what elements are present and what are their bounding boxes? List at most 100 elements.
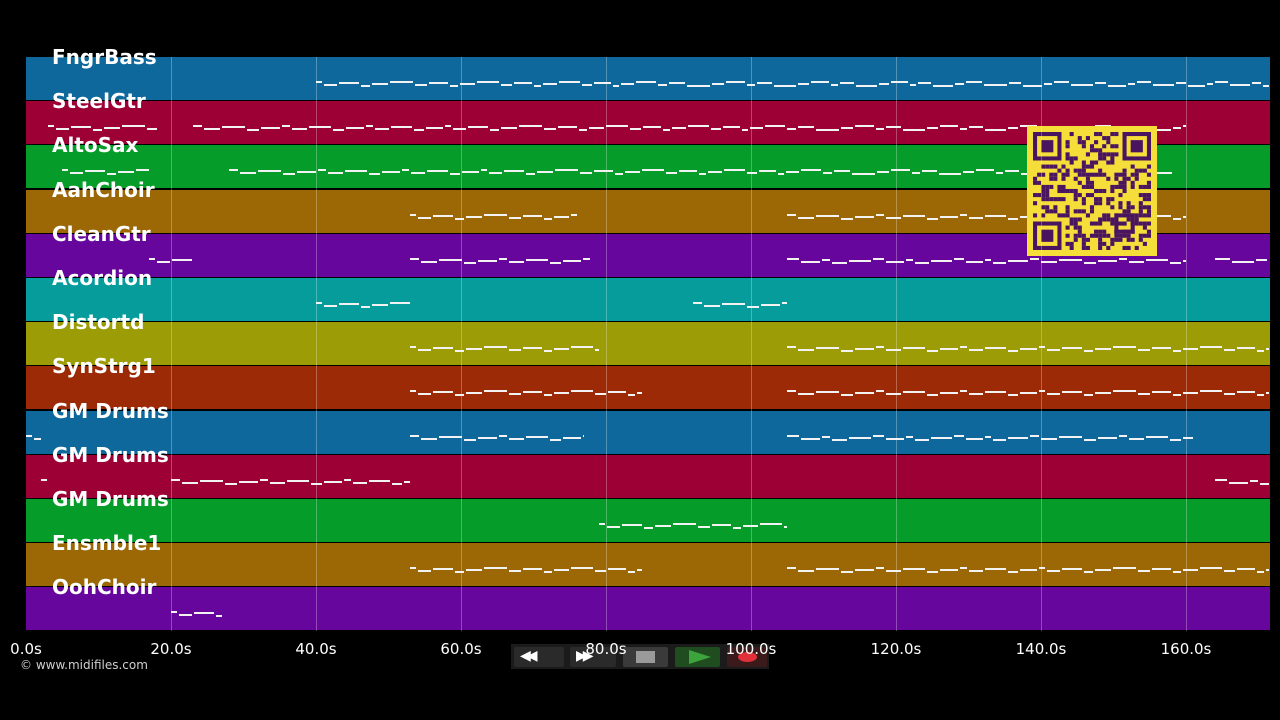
midi-note (523, 391, 543, 394)
midi-note (557, 126, 577, 129)
midi-note (433, 391, 454, 394)
time-tick-label: 160.0s (1160, 640, 1212, 658)
midi-note (969, 216, 984, 219)
midi-note (927, 571, 939, 574)
midi-note (345, 170, 367, 173)
midi-note (415, 84, 427, 86)
midi-note (477, 81, 499, 83)
track-lane[interactable] (26, 454, 1270, 499)
midi-note (927, 217, 939, 220)
time-tick-label: 100.0s (725, 640, 777, 658)
midi-note (816, 391, 840, 394)
midi-note (613, 85, 619, 87)
midi-note (464, 438, 477, 441)
midi-note (425, 127, 443, 130)
track-lane[interactable] (26, 410, 1270, 455)
midi-note (742, 525, 758, 527)
midi-note (1176, 82, 1186, 84)
grid-line (461, 57, 462, 631)
track-lane[interactable] (26, 366, 1270, 411)
midi-note (339, 82, 359, 84)
midi-note (891, 169, 910, 172)
midi-note (926, 127, 938, 130)
midi-note (873, 257, 885, 260)
midi-note (413, 129, 424, 132)
midi-note (427, 170, 448, 173)
midi-note (906, 435, 914, 438)
midi-note (886, 437, 905, 440)
midi-note (481, 169, 487, 172)
midi-note (1183, 436, 1194, 439)
time-tick-label: 80.0s (585, 640, 627, 658)
midi-note (499, 257, 508, 260)
midi-note (260, 127, 280, 130)
midi-note (710, 128, 721, 131)
midi-note (927, 350, 939, 353)
time-tick-label: 120.0s (870, 640, 922, 658)
midi-note (782, 302, 788, 304)
midi-note (316, 302, 322, 304)
midi-note (724, 169, 745, 172)
midi-note (1020, 569, 1038, 572)
record-button[interactable] (727, 647, 767, 667)
midi-note (922, 170, 937, 173)
midi-note (1146, 435, 1169, 438)
stop-button[interactable] (623, 647, 668, 667)
midi-note (418, 216, 432, 219)
midi-note (1062, 568, 1083, 571)
fast-forward-button[interactable]: ▶▶ (570, 647, 616, 667)
midi-note (594, 82, 611, 84)
midi-note (439, 435, 463, 438)
midi-note (1183, 392, 1199, 395)
track-label: CleanGtr (52, 221, 151, 246)
midi-note (258, 170, 281, 173)
midi-note (411, 172, 425, 175)
midi-note (787, 567, 797, 570)
midi-note (382, 171, 400, 174)
midi-note (1172, 127, 1181, 130)
midi-note (297, 171, 316, 174)
midi-note (761, 304, 780, 306)
midi-note (1008, 259, 1029, 262)
midi-note (1039, 346, 1046, 349)
midi-note (1084, 394, 1094, 397)
midi-note (1183, 259, 1186, 262)
midi-note (194, 612, 214, 615)
track-lane[interactable] (26, 57, 1270, 101)
midi-note (993, 261, 1007, 264)
midi-note (704, 305, 720, 307)
midi-note (287, 479, 309, 482)
track-lane[interactable] (26, 587, 1270, 632)
midi-note (966, 81, 982, 83)
midi-note (526, 173, 535, 176)
midi-note (1008, 350, 1019, 353)
midi-note (421, 437, 438, 440)
play-button[interactable] (675, 647, 720, 667)
midi-note (671, 127, 686, 130)
rewind-button[interactable]: ◀◀ (514, 647, 564, 667)
track-lane[interactable] (26, 543, 1270, 588)
midi-note (361, 306, 370, 308)
midi-note (662, 129, 670, 132)
midi-note (969, 393, 984, 396)
midi-note (993, 438, 1007, 441)
track-lane[interactable] (26, 499, 1270, 543)
midi-note (460, 83, 475, 85)
track-lane[interactable] (26, 322, 1270, 367)
track-lane[interactable] (26, 278, 1270, 322)
midi-note (968, 126, 983, 129)
midi-note (985, 391, 1007, 394)
midi-note (940, 392, 959, 395)
midi-note (345, 127, 364, 130)
midi-note (885, 126, 901, 129)
midi-note (1263, 85, 1269, 87)
midi-note (1183, 348, 1199, 351)
midi-note (643, 527, 653, 529)
time-tick-label: 60.0s (440, 640, 482, 658)
midi-note (1098, 259, 1118, 262)
midi-note (410, 257, 420, 260)
midi-note (504, 170, 524, 173)
midi-note (801, 437, 821, 440)
midi-note (455, 394, 465, 397)
midi-note (543, 83, 557, 85)
